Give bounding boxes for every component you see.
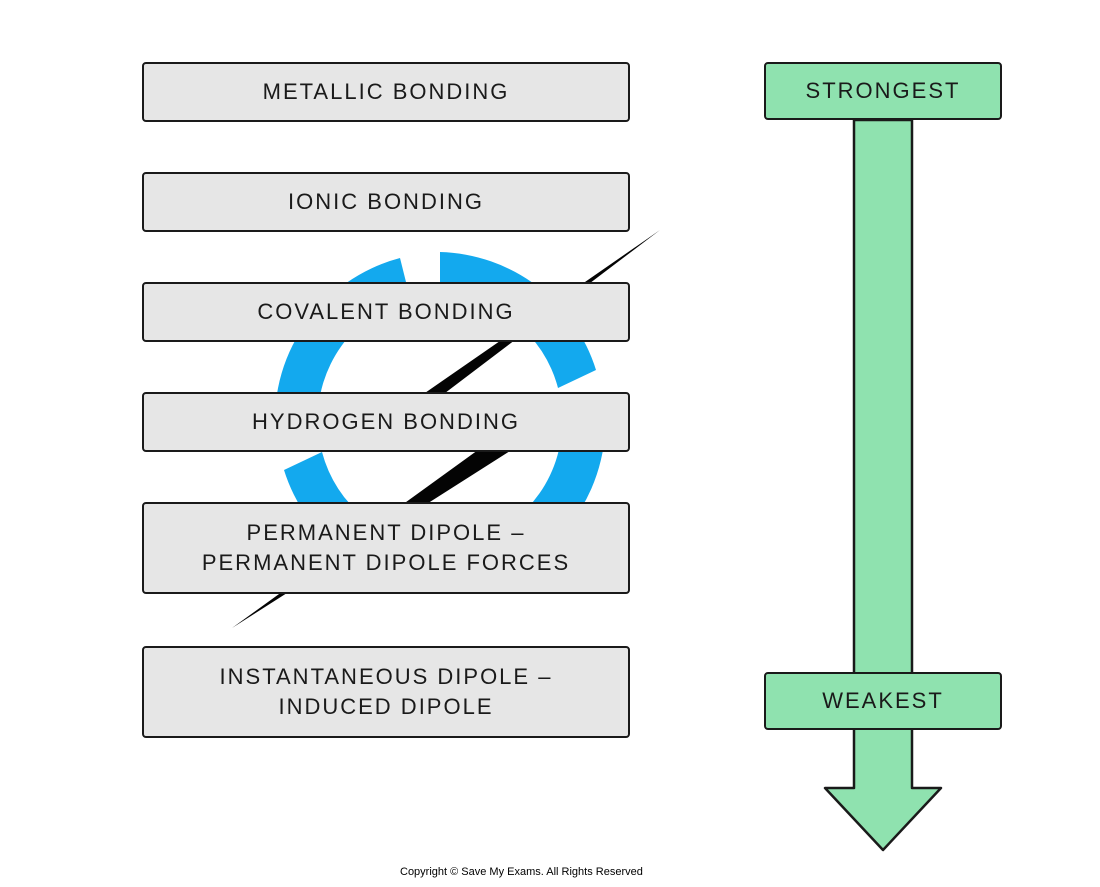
- bond-label: INSTANTANEOUS DIPOLE – INDUCED DIPOLE: [220, 662, 553, 721]
- scale-label-weakest: WEAKEST: [764, 672, 1002, 730]
- bond-box-ionic: IONIC BONDING: [142, 172, 630, 232]
- scale-label-text: WEAKEST: [822, 686, 944, 716]
- arrow-shape: [825, 120, 941, 850]
- bond-label: HYDROGEN BONDING: [252, 407, 520, 437]
- bond-box-covalent: COVALENT BONDING: [142, 282, 630, 342]
- bond-box-permanent-dipole: PERMANENT DIPOLE – PERMANENT DIPOLE FORC…: [142, 502, 630, 594]
- bond-label: COVALENT BONDING: [257, 297, 514, 327]
- bond-label: METALLIC BONDING: [263, 77, 510, 107]
- bond-box-instantaneous-dipole: INSTANTANEOUS DIPOLE – INDUCED DIPOLE: [142, 646, 630, 738]
- bond-box-metallic: METALLIC BONDING: [142, 62, 630, 122]
- scale-label-strongest: STRONGEST: [764, 62, 1002, 120]
- copyright-text: Copyright © Save My Exams. All Rights Re…: [400, 866, 643, 878]
- bond-label: PERMANENT DIPOLE – PERMANENT DIPOLE FORC…: [202, 518, 570, 577]
- bond-box-hydrogen: HYDROGEN BONDING: [142, 392, 630, 452]
- bond-label: IONIC BONDING: [288, 187, 484, 217]
- scale-label-text: STRONGEST: [806, 76, 961, 106]
